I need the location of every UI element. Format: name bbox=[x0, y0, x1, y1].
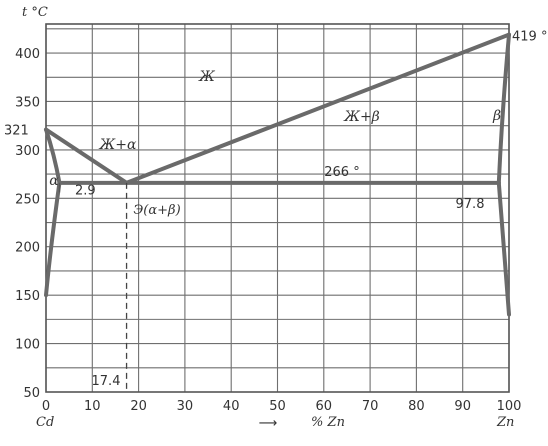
y-tick-label: 350 bbox=[15, 95, 40, 110]
x-tick-label: 50 bbox=[269, 399, 286, 414]
eutectic-structure-label: Э(α+β) bbox=[133, 203, 180, 218]
beta-solidus bbox=[496, 32, 511, 185]
region-liquid-alpha: Ж+α bbox=[99, 137, 137, 153]
eutectic-composition-label: 17.4 bbox=[92, 374, 121, 389]
y-tick-label: 300 bbox=[15, 144, 40, 159]
alpha-solubility-label: 2.9 bbox=[75, 183, 96, 198]
eutectic-temp-label: 266 ° bbox=[324, 165, 359, 180]
x-tick-label: 30 bbox=[177, 399, 194, 414]
x-tick-label: 0 bbox=[42, 399, 50, 414]
y-tick-label: 200 bbox=[15, 241, 40, 256]
phase-lines bbox=[44, 32, 511, 392]
region-alpha: α bbox=[49, 173, 59, 189]
plot-frame bbox=[45, 23, 510, 393]
x-tick-label: 80 bbox=[408, 399, 425, 414]
region-liquid-beta: Ж+β bbox=[343, 109, 380, 125]
x-tick-label: 10 bbox=[84, 399, 101, 414]
grid bbox=[45, 23, 510, 393]
x-tick-label: 40 bbox=[223, 399, 240, 414]
y-tick-label: 50 bbox=[23, 386, 40, 401]
x-axis-label: % Zn bbox=[311, 415, 345, 430]
beta-solvus bbox=[496, 180, 511, 317]
x-right-element: Zn bbox=[496, 415, 514, 430]
alpha-solidus bbox=[44, 127, 62, 185]
x-axis-arrow: ⟶ bbox=[259, 416, 278, 431]
x-tick-label: 70 bbox=[362, 399, 379, 414]
x-tick-label: 100 bbox=[497, 399, 522, 414]
y-tick-label: 150 bbox=[15, 289, 40, 304]
x-tick-label: 20 bbox=[130, 399, 147, 414]
beta-solubility-label: 97.8 bbox=[456, 197, 485, 212]
y-tick-label: 100 bbox=[15, 338, 40, 353]
x-tick-label: 60 bbox=[316, 399, 333, 414]
y-tick-label: 400 bbox=[15, 47, 40, 62]
x-tick-label: 90 bbox=[454, 399, 471, 414]
zn-melting-label: 419 ° bbox=[512, 30, 547, 45]
region-liquid: Ж bbox=[198, 69, 216, 85]
y-tick-label: 250 bbox=[15, 192, 40, 207]
cd-melting-label: 321 bbox=[4, 124, 29, 139]
region-beta: β bbox=[492, 108, 501, 124]
labels: 50 100 150 200 250 300 350 400 0 10 20 30 40 50 60 70 80… bbox=[4, 5, 547, 431]
alpha-solvus bbox=[44, 180, 62, 298]
y-axis-unit: t °C bbox=[22, 5, 48, 20]
x-left-element: Cd bbox=[36, 415, 54, 430]
